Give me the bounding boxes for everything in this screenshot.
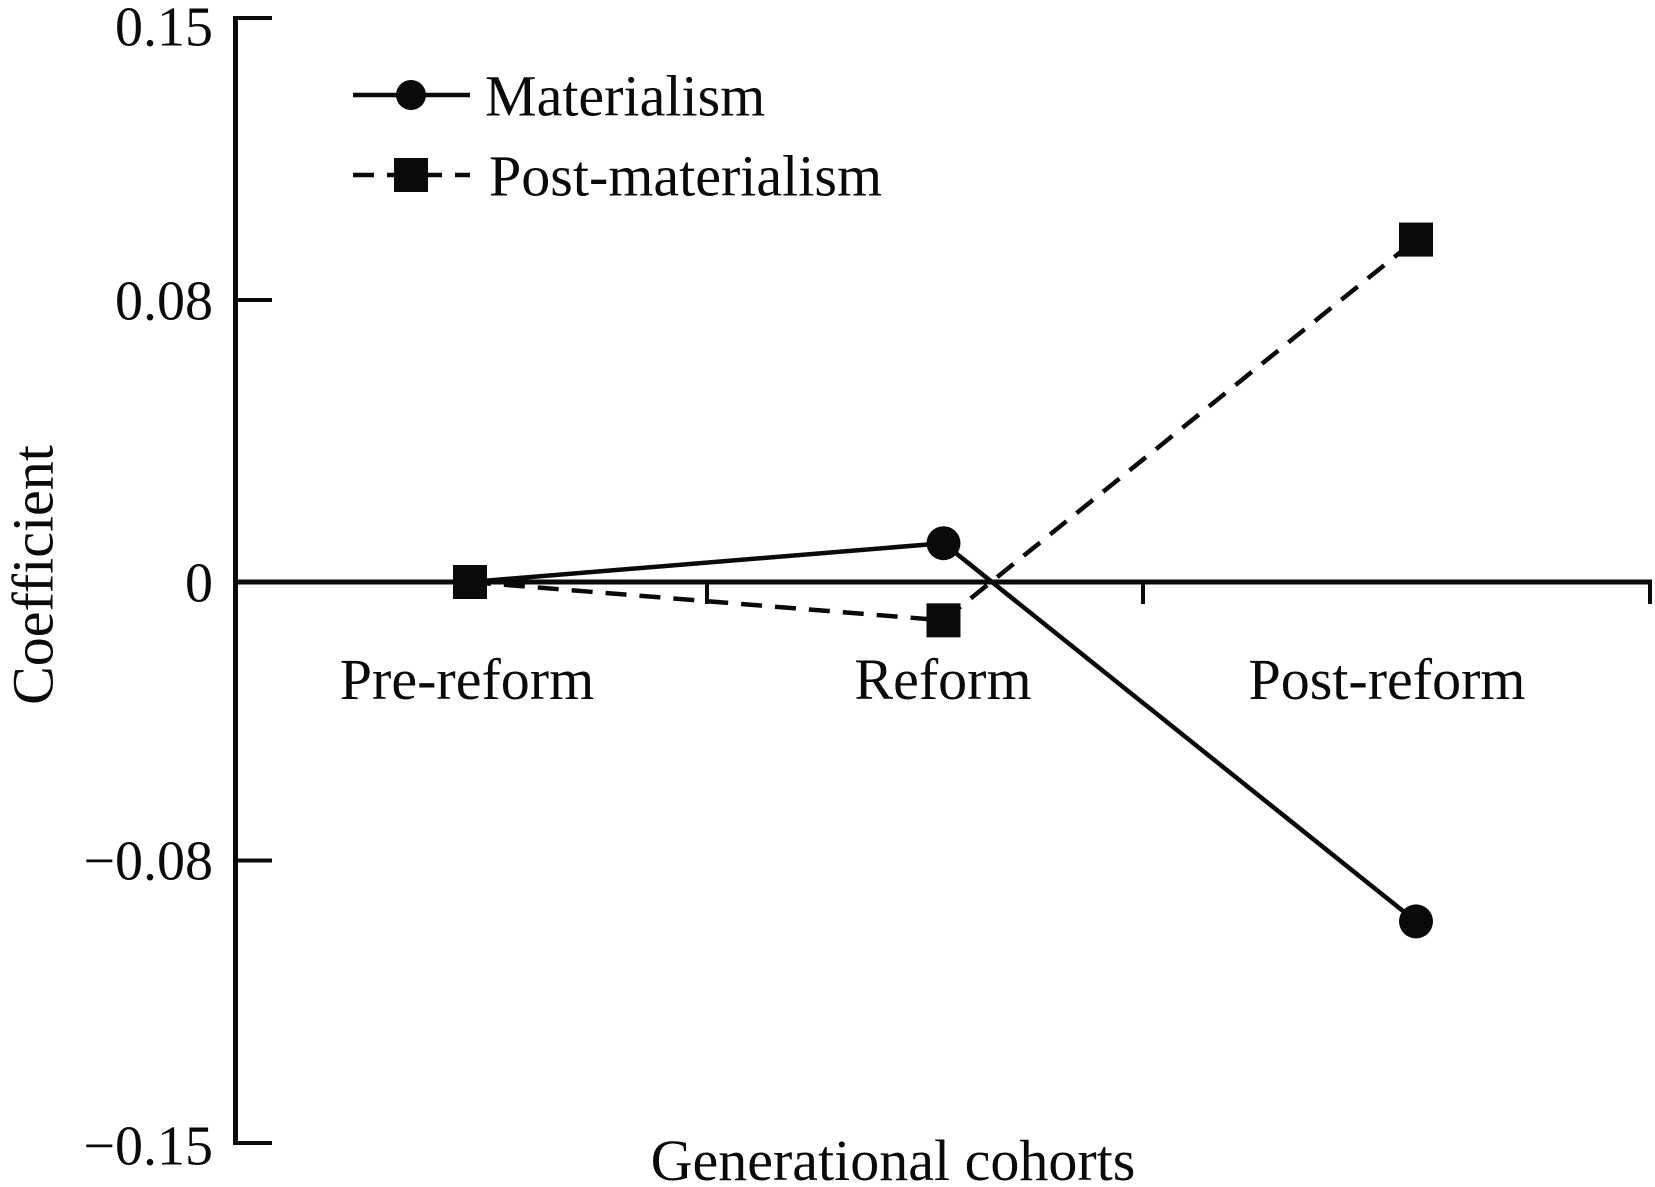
legend-materialism-circle-marker (396, 80, 426, 110)
y-tick-label-0.08: 0.08 (115, 271, 213, 333)
post-materialism-marker-pre-reform (453, 565, 487, 599)
x-category-label-pre-reform: Pre-reform (340, 647, 594, 712)
legend-post-materialism-square-marker (394, 158, 428, 192)
y-tick-label-neg-0.08: −0.08 (83, 831, 213, 893)
materialism-marker-reform (926, 526, 961, 561)
post-materialism-marker-post-reform (1399, 222, 1433, 257)
series-layer (453, 222, 1433, 939)
x-category-label-post-reform: Post-reform (1248, 647, 1525, 712)
legend: Materialism Post-materialism (353, 63, 882, 208)
y-tick-label-neg-0.15: −0.15 (83, 1116, 213, 1178)
post-materialism-marker-reform (926, 603, 961, 638)
y-tick-label-0: 0 (185, 553, 213, 615)
legend-label-post-materialism: Post-materialism (489, 143, 882, 208)
y-axis-title: Coefficient (0, 445, 65, 705)
materialism-marker-post-reform (1399, 904, 1433, 939)
x-axis-title: Generational cohorts (651, 1128, 1136, 1187)
y-tick-label-0.15: 0.15 (115, 0, 213, 59)
materialism-line (469, 540, 1418, 924)
legend-label-materialism: Materialism (485, 63, 765, 128)
post-materialism-line (469, 237, 1418, 623)
x-category-label-reform: Reform (854, 647, 1031, 712)
